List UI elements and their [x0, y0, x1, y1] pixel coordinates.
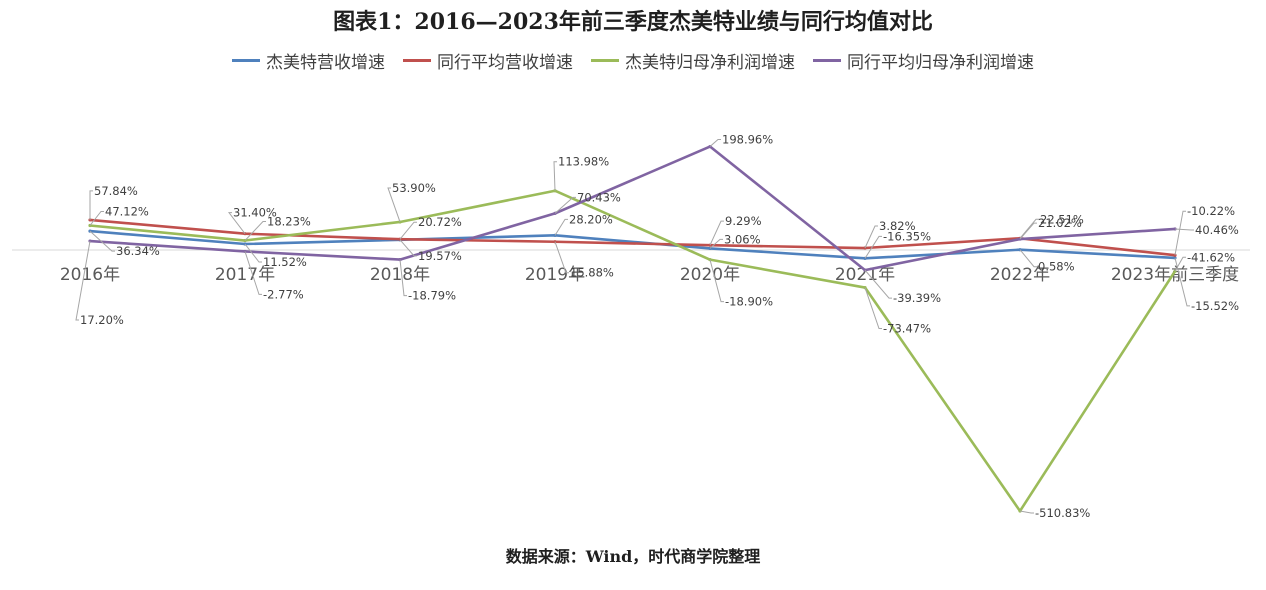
- data-label-leader: [387, 187, 401, 223]
- data-label-leader: [864, 269, 892, 299]
- data-label: 198.96%: [722, 133, 773, 147]
- data-label: -2.77%: [263, 287, 304, 301]
- x-tick-label: 2019年: [525, 265, 585, 285]
- data-label: -15.52%: [1191, 299, 1239, 313]
- data-label: 57.84%: [94, 184, 138, 198]
- data-label-leader: [244, 221, 266, 241]
- data-label: 31.40%: [233, 206, 277, 220]
- data-label: 9.29%: [725, 214, 762, 228]
- data-label: 3.82%: [879, 219, 916, 233]
- data-label-leader: [1174, 210, 1186, 256]
- series-line-1: [89, 218, 1176, 257]
- data-label: 19.57%: [418, 249, 462, 263]
- data-label-leader: [1174, 228, 1194, 231]
- data-label: -39.39%: [893, 291, 941, 305]
- data-label-leader: [244, 251, 262, 295]
- data-label-leader: [1019, 249, 1037, 268]
- x-tick-label: 2020年: [680, 265, 740, 285]
- data-label: 47.12%: [105, 204, 149, 218]
- data-label-leader: [244, 243, 262, 263]
- legend-label: 同行平均营收增速: [437, 53, 573, 73]
- data-label-leader: [1019, 218, 1039, 239]
- data-label-leader: [553, 161, 557, 191]
- x-tick-label: 2021年: [835, 265, 895, 285]
- data-label-leader: [1019, 222, 1037, 240]
- data-label-leader: [709, 139, 721, 147]
- data-label: 53.90%: [392, 181, 436, 195]
- legend-label: 同行平均归母净利润增速: [847, 53, 1034, 73]
- data-label: 17.20%: [80, 313, 124, 327]
- data-label: -16.35%: [883, 229, 931, 243]
- chart-title: 图表1：2016—2023年前三季度杰美特业绩与同行均值对比: [333, 9, 933, 35]
- legend-swatch: [591, 59, 619, 62]
- data-label: 28.20%: [569, 212, 613, 226]
- data-label-leader: [89, 190, 93, 220]
- x-tick-label: 2022年: [990, 265, 1050, 285]
- legend-item-1: 同行平均营收增速: [403, 48, 573, 73]
- data-label-leader: [864, 225, 878, 249]
- data-label-leader: [709, 238, 723, 249]
- data-label: 70.43%: [577, 190, 621, 204]
- data-label: 22.51%: [1040, 212, 1084, 226]
- data-label-leader: [1174, 257, 1190, 307]
- data-label: -73.47%: [883, 322, 931, 336]
- data-label: -41.62%: [1187, 250, 1235, 264]
- data-label: -18.90%: [725, 295, 773, 309]
- data-label: 20.72%: [418, 215, 462, 229]
- data-label-leader: [554, 196, 576, 214]
- legend-item-0: 杰美特营收增速: [232, 48, 385, 73]
- series-line-2: [89, 189, 1177, 513]
- data-label-leader: [554, 241, 569, 274]
- data-label-leader: [709, 259, 724, 303]
- data-label-leader: [75, 240, 91, 321]
- legend-swatch: [813, 59, 841, 62]
- source-note: 数据来源：Wind，时代商学院整理: [505, 547, 761, 566]
- data-label-leader: [399, 259, 407, 297]
- data-label: 113.98%: [558, 155, 609, 169]
- x-tick-label: 2023年前三季度: [1111, 265, 1239, 285]
- data-label-leader: [709, 220, 724, 246]
- data-label: -18.79%: [408, 289, 456, 303]
- chart-legend: 杰美特营收增速 同行平均营收增速 杰美特归母净利润增速 同行平均归母净利润增速: [0, 48, 1266, 73]
- data-label: -10.22%: [1187, 204, 1235, 218]
- x-tick-label: 2016年: [60, 265, 120, 285]
- data-label-leader: [554, 218, 568, 236]
- data-label-leader: [864, 235, 882, 259]
- legend-item-3: 同行平均归母净利润增速: [813, 48, 1034, 73]
- data-label-leader: [1019, 510, 1034, 514]
- data-label: 3.06%: [724, 232, 761, 246]
- data-label: 36.34%: [116, 244, 160, 258]
- legend-label: 杰美特归母净利润增速: [625, 53, 795, 73]
- data-label: 0.58%: [1038, 260, 1075, 274]
- data-label-leader: [864, 287, 882, 330]
- x-tick-label: 2017年: [215, 265, 275, 285]
- data-label-leader: [1174, 256, 1186, 272]
- legend-label: 杰美特营收增速: [266, 53, 385, 73]
- data-label-leader: [89, 230, 115, 252]
- series-line-3: [89, 145, 1176, 272]
- data-label-leader: [89, 210, 104, 226]
- data-label: 40.46%: [1195, 223, 1239, 237]
- data-label-leader: [399, 239, 417, 257]
- data-label-leader: [399, 221, 417, 240]
- legend-swatch: [403, 59, 431, 62]
- data-label: 11.52%: [263, 255, 307, 269]
- data-label: 18.23%: [267, 215, 311, 229]
- data-label: 21.02%: [1038, 216, 1082, 230]
- data-label: -510.83%: [1035, 506, 1090, 520]
- data-label: 15.88%: [570, 266, 614, 280]
- legend-swatch: [232, 59, 260, 62]
- data-point: [1173, 227, 1177, 231]
- legend-item-2: 杰美特归母净利润增速: [591, 48, 795, 73]
- data-label-leader: [227, 212, 246, 234]
- x-tick-label: 2018年: [370, 265, 430, 285]
- series-line-0: [89, 229, 1176, 260]
